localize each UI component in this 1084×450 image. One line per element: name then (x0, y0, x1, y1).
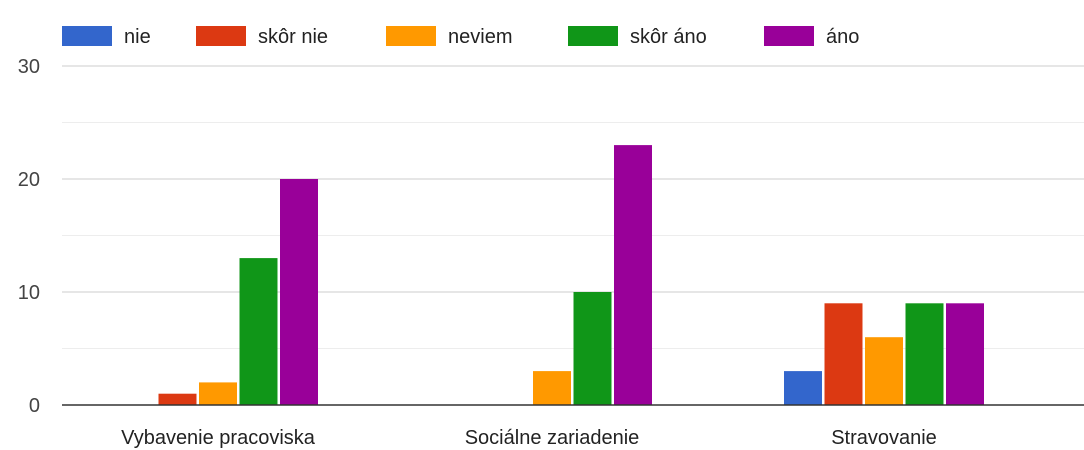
legend-swatch (386, 26, 436, 46)
y-tick-label: 10 (18, 282, 40, 304)
bar-2-0 (784, 371, 822, 405)
legend-label: skôr nie (258, 26, 328, 48)
bar-1-2 (533, 371, 571, 405)
bar-1-3 (573, 292, 612, 405)
x-category-label: Vybavenie pracoviska (121, 427, 316, 449)
y-tick-label: 0 (29, 395, 40, 417)
bars (158, 145, 984, 405)
x-category-label: Sociálne zariadenie (465, 427, 640, 449)
bar-0-4 (280, 179, 318, 405)
legend: nie skôr nie neviem skôr áno áno (62, 26, 859, 48)
legend-swatch (196, 26, 246, 46)
legend-label: neviem (448, 26, 512, 48)
bar-2-4 (946, 303, 984, 405)
legend-swatch (568, 26, 618, 46)
legend-swatch (764, 26, 814, 46)
bar-0-3 (239, 258, 278, 405)
legend-label: nie (124, 26, 151, 48)
bar-0-1 (158, 393, 197, 405)
legend-label: áno (826, 26, 859, 48)
x-category-label: Stravovanie (831, 427, 937, 449)
bar-2-3 (905, 303, 944, 405)
bar-2-2 (865, 337, 903, 405)
bar-2-1 (824, 303, 863, 405)
bar-0-2 (199, 382, 237, 405)
y-tick-label: 20 (18, 169, 40, 191)
axes: 0 10 20 30 Vybavenie pracoviska Sociálne zari… (18, 56, 1084, 449)
legend-swatch (62, 26, 112, 46)
bar-1-4 (614, 145, 652, 405)
legend-label: skôr áno (630, 26, 707, 48)
y-tick-label: 30 (18, 56, 40, 78)
